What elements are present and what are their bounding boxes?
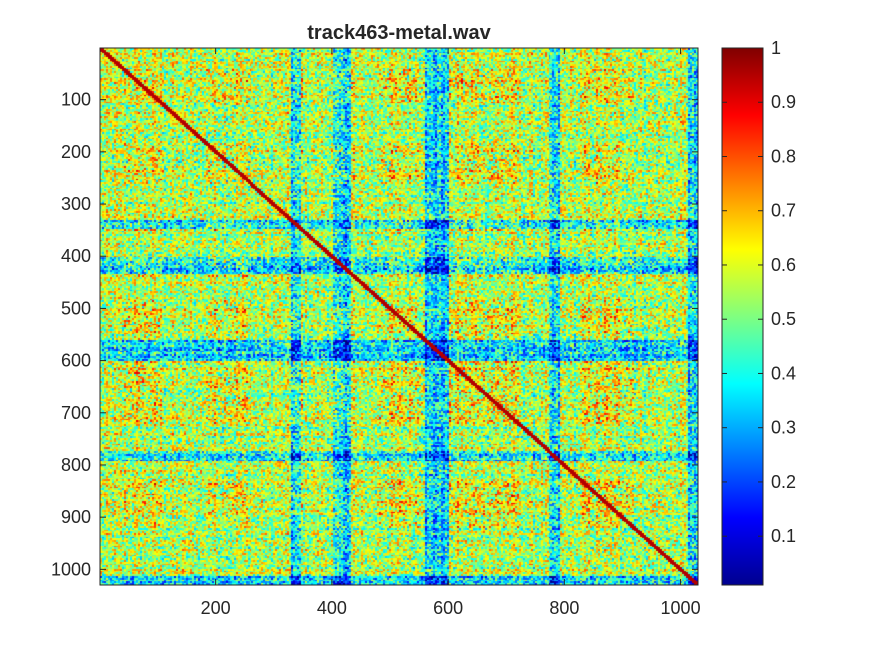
colorbar-tick-label: 0.4 (771, 363, 796, 383)
colorbar-tick-label: 0.6 (771, 255, 796, 275)
y-tick-label: 400 (61, 246, 91, 266)
colorbar-tick-label: 0.2 (771, 472, 796, 492)
x-tick-label: 400 (317, 598, 347, 618)
y-tick-label: 500 (61, 298, 91, 318)
plot-frame (99, 47, 699, 586)
y-axis: 100 200 300 400 500 600 700 800 900 1000 (51, 90, 698, 579)
colorbar-tick-label: 0.1 (771, 526, 796, 546)
y-tick-label: 700 (61, 403, 91, 423)
y-tick-label: 100 (61, 90, 91, 110)
chart-title: track463-metal.wav (307, 22, 491, 44)
colorbar-tick-label: 1 (771, 38, 781, 58)
colorbar-tick-label: 0.7 (771, 201, 796, 221)
y-tick-label: 600 (61, 351, 91, 371)
x-axis: 200 400 600 800 1000 (201, 48, 701, 618)
y-tick-label: 900 (61, 507, 91, 527)
heatmap-image (100, 48, 698, 585)
colorbar-tick-label: 0.9 (771, 92, 796, 112)
colorbar-axis: 0.1 0.2 0.3 0.4 0.5 0.6 0.7 0.8 0.9 1 (722, 38, 796, 546)
x-tick-label: 200 (201, 598, 231, 618)
x-tick-label: 600 (433, 598, 463, 618)
y-tick-label: 1000 (51, 559, 91, 579)
y-tick-label: 800 (61, 455, 91, 475)
y-tick-label: 300 (61, 194, 91, 214)
colorbar (721, 47, 764, 586)
colorbar-tick-label: 0.3 (771, 418, 796, 438)
x-tick-label: 800 (549, 598, 579, 618)
colorbar-tick-label: 0.5 (771, 309, 796, 329)
y-tick-label: 200 (61, 142, 91, 162)
x-tick-label: 1000 (661, 598, 701, 618)
colorbar-tick-label: 0.8 (771, 146, 796, 166)
heatmap-plot-area (100, 48, 698, 585)
